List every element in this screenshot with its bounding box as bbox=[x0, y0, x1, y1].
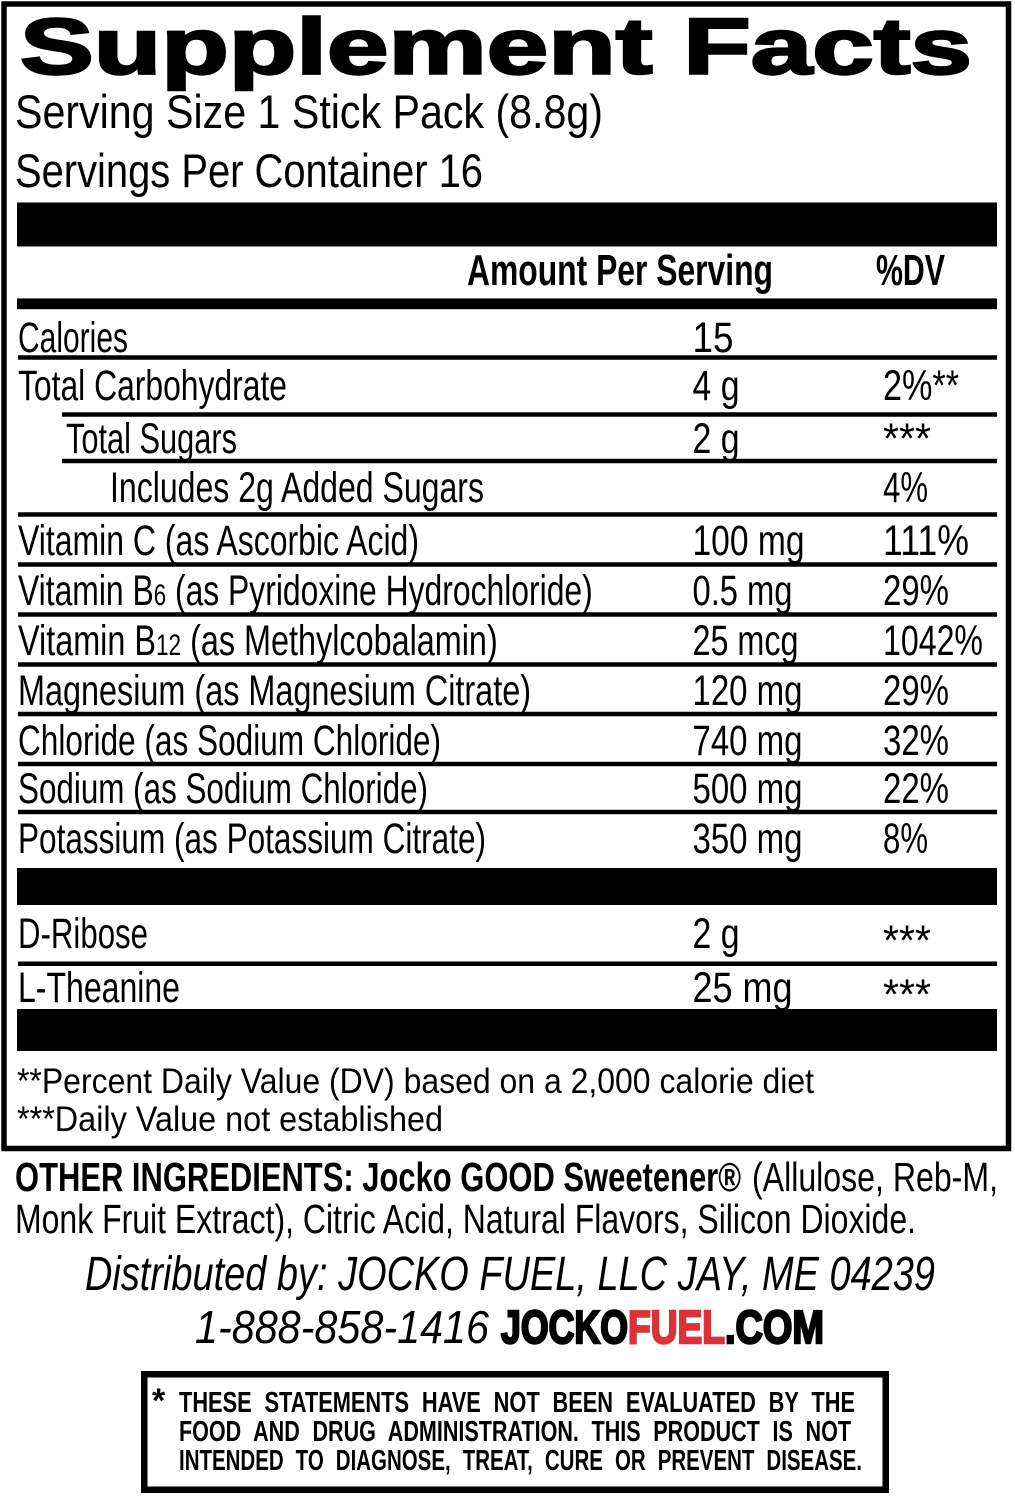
svg-text:***: *** bbox=[883, 415, 931, 463]
svg-text:32%: 32% bbox=[883, 717, 949, 765]
svg-text:1-888-858-1416: 1-888-858-1416 bbox=[195, 1301, 489, 1353]
svg-text:.COM: .COM bbox=[725, 1301, 824, 1353]
svg-text:Supplement Facts: Supplement Facts bbox=[20, 2, 972, 91]
svg-text:111%: 111% bbox=[883, 517, 969, 565]
svg-text:1042%: 1042% bbox=[883, 617, 983, 665]
svg-text:*: * bbox=[152, 1382, 166, 1420]
svg-text:Serving Size 1 Stick Pack (8.8: Serving Size 1 Stick Pack (8.8g) bbox=[15, 85, 603, 138]
svg-text:(Allulose, Reb-M,: (Allulose, Reb-M, bbox=[752, 1154, 998, 1200]
svg-text:**Percent Daily Value (DV) bas: **Percent Daily Value (DV) based on a 2,… bbox=[17, 1062, 814, 1101]
svg-text:100 mg: 100 mg bbox=[693, 517, 805, 565]
svg-text:%DV: %DV bbox=[876, 246, 945, 295]
svg-text:Total Sugars: Total Sugars bbox=[66, 415, 237, 463]
svg-text:Total Carbohydrate: Total Carbohydrate bbox=[18, 362, 287, 410]
svg-text:740 mg: 740 mg bbox=[693, 717, 803, 765]
svg-text:OTHER INGREDIENTS: Jocko GOOD: OTHER INGREDIENTS: Jocko GOOD Sweetener® bbox=[15, 1154, 741, 1200]
svg-text:2%**: 2%** bbox=[883, 362, 959, 410]
svg-text:Vitamin C (as Ascorbic Acid): Vitamin C (as Ascorbic Acid) bbox=[18, 517, 419, 565]
svg-text:Servings Per Container 16: Servings Per Container 16 bbox=[15, 144, 483, 197]
svg-text:Magnesium (as Magnesium Citrat: Magnesium (as Magnesium Citrate) bbox=[18, 667, 531, 715]
svg-text:25 mg: 25 mg bbox=[693, 964, 793, 1012]
svg-text:THESE STATEMENTS HAVE NOT BEEN: THESE STATEMENTS HAVE NOT BEEN EVALUATED… bbox=[179, 1387, 855, 1419]
svg-text:FUEL: FUEL bbox=[628, 1301, 725, 1353]
svg-text:4%: 4% bbox=[883, 464, 928, 512]
svg-text:500 mg: 500 mg bbox=[693, 765, 803, 813]
svg-text:2 g: 2 g bbox=[693, 415, 740, 463]
svg-text:25 mcg: 25 mcg bbox=[693, 617, 799, 665]
svg-text:22%: 22% bbox=[883, 765, 949, 813]
svg-text:4 g: 4 g bbox=[693, 362, 740, 410]
svg-text:Chloride (as Sodium Chloride): Chloride (as Sodium Chloride) bbox=[18, 717, 441, 765]
svg-text:120 mg: 120 mg bbox=[693, 667, 803, 715]
svg-text:Sodium (as Sodium Chloride): Sodium (as Sodium Chloride) bbox=[18, 765, 428, 813]
svg-text:Potassium (as Potassium Citrat: Potassium (as Potassium Citrate) bbox=[18, 815, 486, 863]
svg-text:29%: 29% bbox=[883, 567, 949, 615]
svg-text:FOOD AND DRUG ADMINISTRATION.: FOOD AND DRUG ADMINISTRATION. THIS PRODU… bbox=[179, 1416, 851, 1448]
svg-text:29%: 29% bbox=[883, 667, 949, 715]
svg-text:0.5 mg: 0.5 mg bbox=[693, 567, 793, 615]
svg-text:***Daily Value not established: ***Daily Value not established bbox=[17, 1100, 443, 1139]
svg-text:***: *** bbox=[883, 917, 931, 965]
svg-text:INTENDED TO DIAGNOSE, TREAT, C: INTENDED TO DIAGNOSE, TREAT, CURE OR PRE… bbox=[179, 1445, 862, 1477]
svg-text:D-Ribose: D-Ribose bbox=[18, 910, 148, 958]
svg-text:Vitamin B12 (as Methylcobalami: Vitamin B12 (as Methylcobalamin) bbox=[18, 618, 498, 665]
svg-text:8%: 8% bbox=[883, 815, 928, 863]
svg-text:Includes 2g Added Sugars: Includes 2g Added Sugars bbox=[110, 464, 484, 512]
svg-text:Monk Fruit Extract), Citric Ac: Monk Fruit Extract), Citric Acid, Natura… bbox=[15, 1196, 916, 1242]
svg-text:15: 15 bbox=[693, 314, 734, 362]
svg-text:JOCKO: JOCKO bbox=[501, 1301, 628, 1353]
svg-text:Distributed by: JOCKO FUEL, LL: Distributed by: JOCKO FUEL, LLC JAY, ME … bbox=[85, 1248, 935, 1301]
svg-text:L-Theanine: L-Theanine bbox=[18, 964, 180, 1012]
svg-text:Calories: Calories bbox=[18, 314, 128, 362]
svg-text:2 g: 2 g bbox=[693, 910, 740, 958]
svg-text:350 mg: 350 mg bbox=[693, 815, 803, 863]
svg-text:Vitamin B6 (as Pyridoxine Hydr: Vitamin B6 (as Pyridoxine Hydrochloride) bbox=[18, 568, 593, 616]
svg-text:Amount Per Serving: Amount Per Serving bbox=[467, 246, 773, 295]
